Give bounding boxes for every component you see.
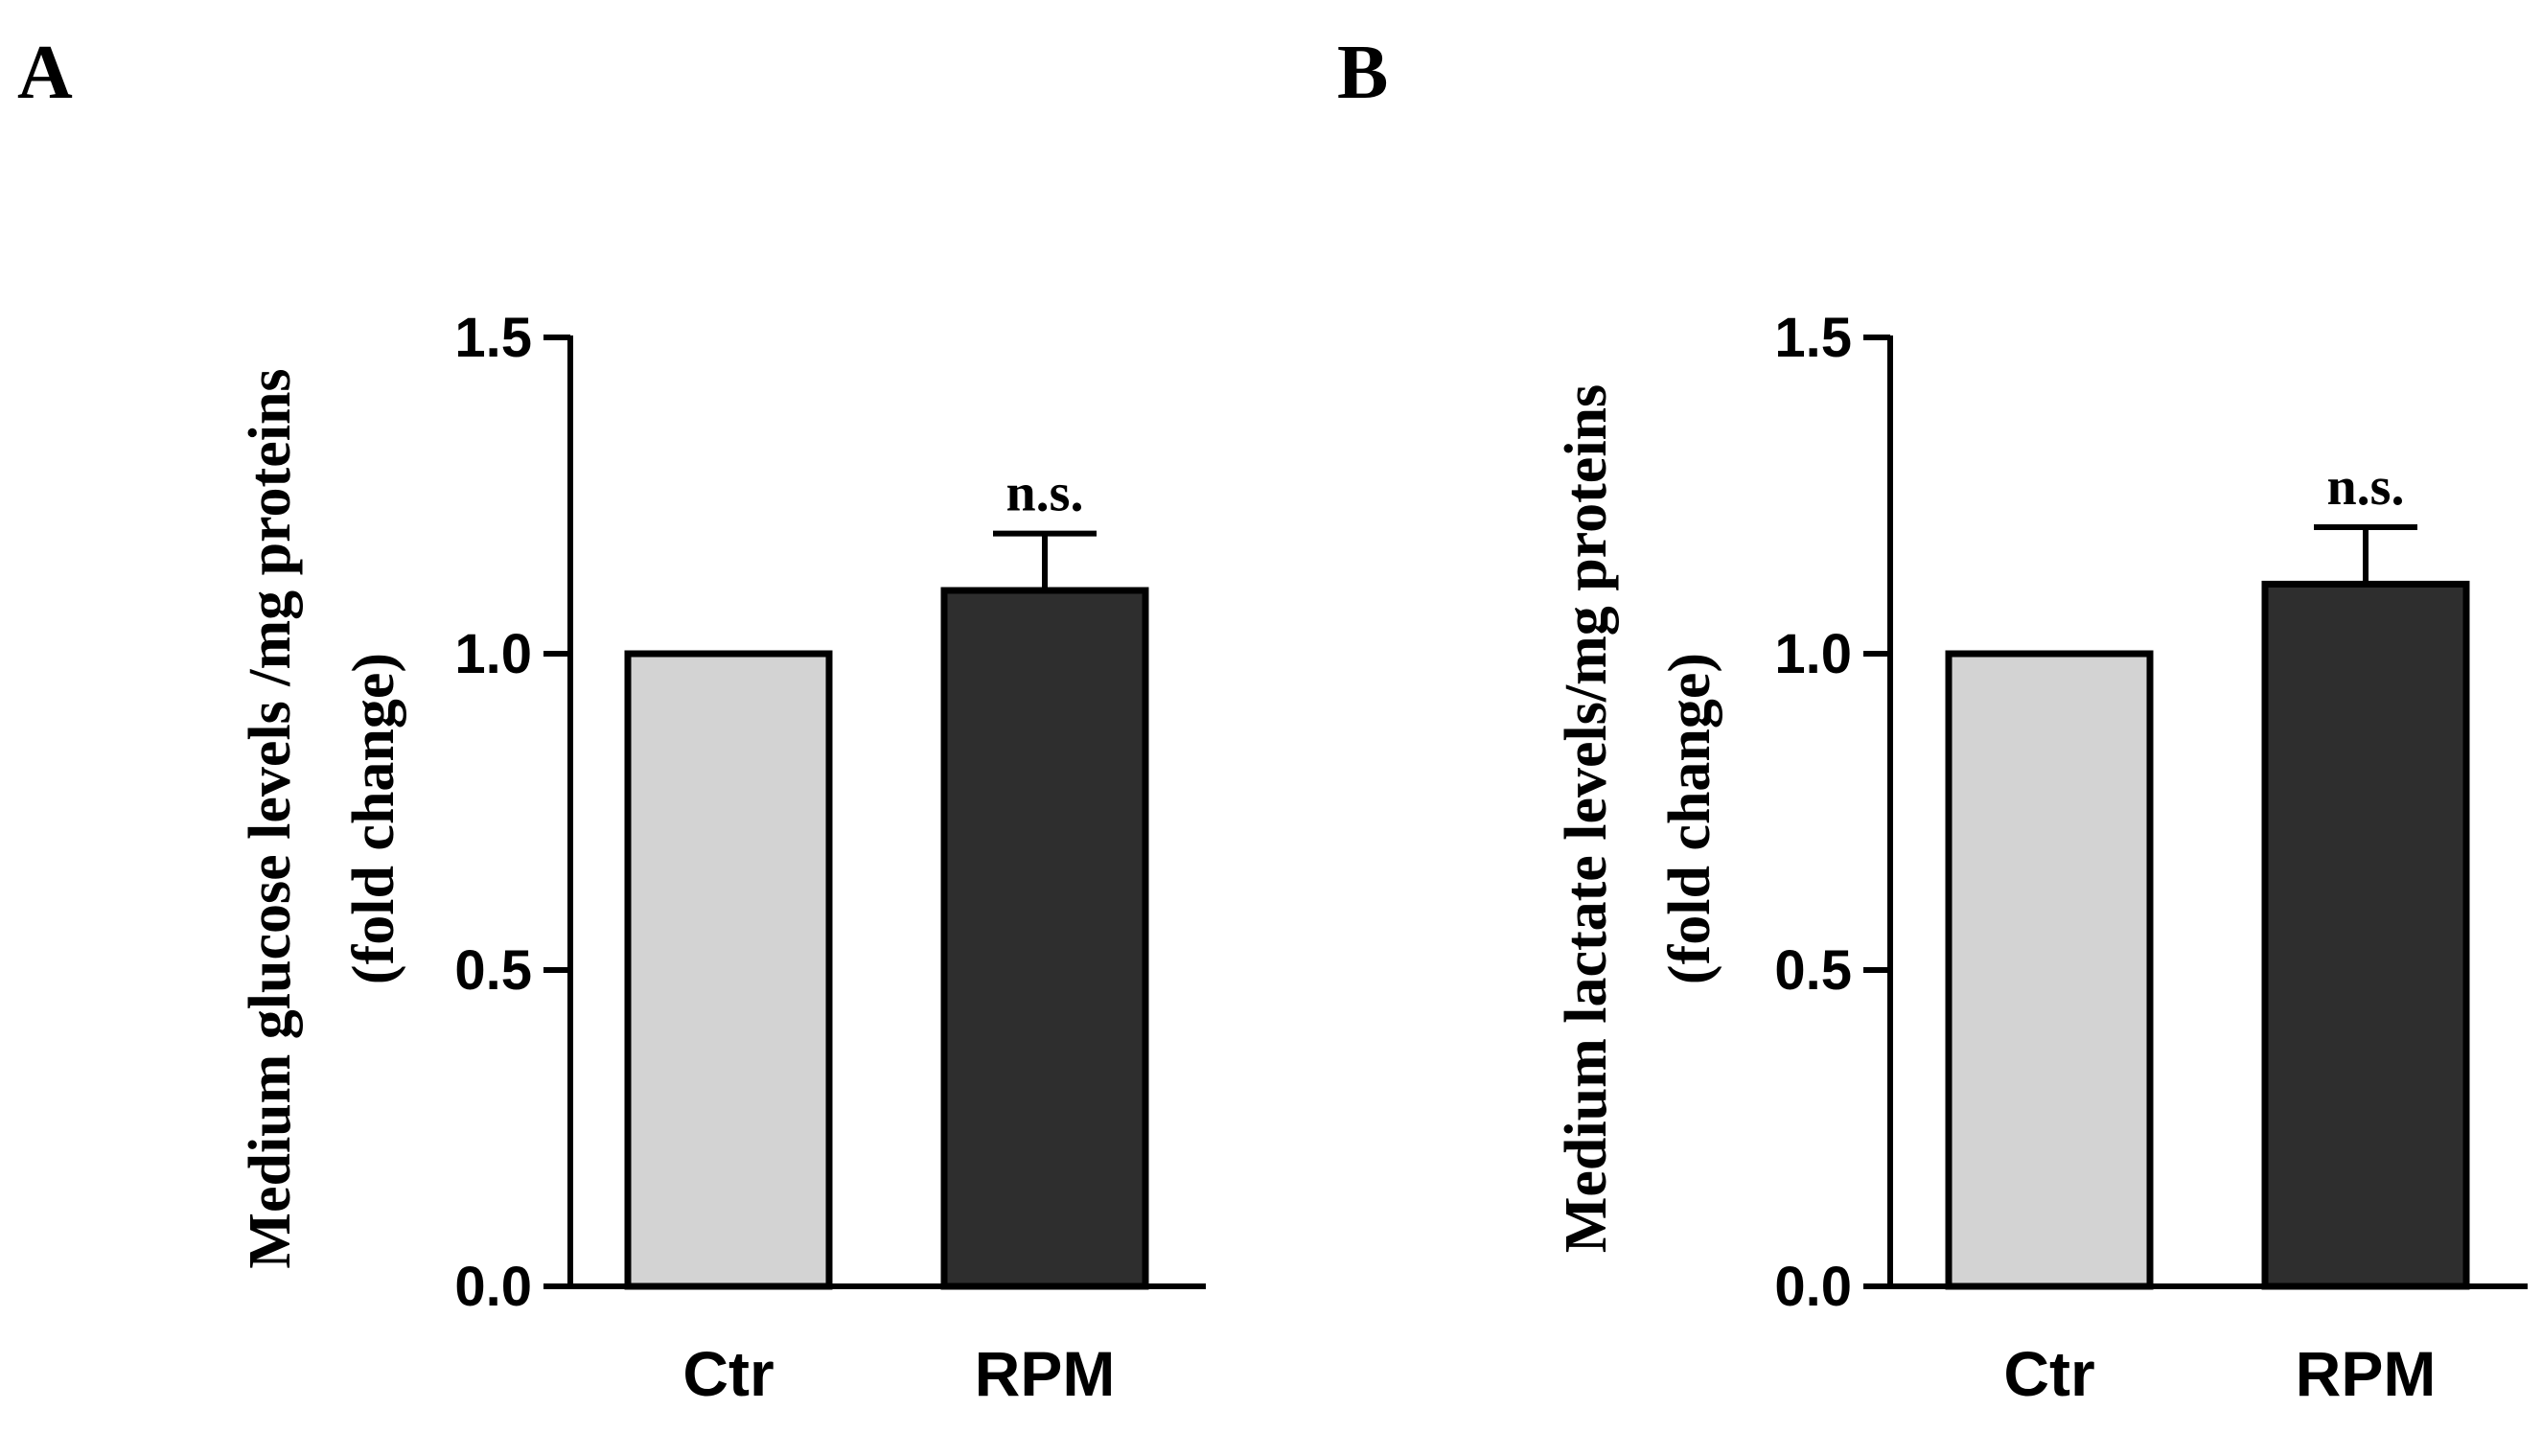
y-axis-label-a-line2: (fold change)	[341, 653, 406, 984]
y-tick-label-a: 1.5	[454, 307, 532, 369]
y-tick-label-a: 0.0	[454, 1256, 532, 1318]
panel-a: A Medium glucose levels /mg proteins (fo…	[17, 31, 1206, 1409]
panel-b: B Medium lactate levels/mg proteins (fol…	[1337, 31, 2528, 1409]
x-category-label-a: RPM	[975, 1338, 1116, 1409]
y-tick-label-a: 0.5	[454, 939, 532, 1002]
bar-b-ctr	[1945, 650, 2154, 1290]
bar-a-rpm	[940, 587, 1149, 1290]
error-bars-a: n.s.	[993, 464, 1097, 590]
significance-annotation-b: n.s.	[2327, 457, 2405, 517]
x-category-label-b: RPM	[2296, 1338, 2437, 1409]
bars-b	[1945, 580, 2470, 1290]
y-tick-label-b: 1.0	[1774, 623, 1852, 685]
y-ticks-b: 0.0 0.5 1.0 1.5	[1774, 307, 1890, 1318]
y-axis-label-b-line2: (fold change)	[1657, 653, 1722, 984]
x-categories-b: Ctr RPM	[2003, 1338, 2436, 1409]
y-tick-label-b: 0.0	[1774, 1256, 1852, 1318]
y-axis-label-b-line1: Medium lactate levels/mg proteins	[1554, 384, 1619, 1253]
x-category-label-a: Ctr	[682, 1338, 774, 1409]
y-tick-label-b: 1.5	[1774, 307, 1852, 369]
panel-letter-b: B	[1337, 31, 1388, 115]
bar-b-rpm	[2261, 580, 2470, 1290]
x-category-label-b: Ctr	[2003, 1338, 2094, 1409]
significance-annotation-a: n.s.	[1006, 464, 1084, 523]
x-categories-a: Ctr RPM	[682, 1338, 1115, 1409]
panel-letter-a: A	[17, 31, 73, 115]
y-tick-label-a: 1.0	[454, 623, 532, 685]
y-axis-label-a-line1: Medium glucose levels /mg proteins	[238, 368, 303, 1268]
y-tick-label-b: 0.5	[1774, 939, 1852, 1002]
error-bars-b: n.s.	[2314, 457, 2417, 585]
bars-a	[624, 587, 1149, 1290]
bar-a-ctr	[624, 650, 833, 1290]
y-ticks-a: 0.0 0.5 1.0 1.5	[454, 307, 570, 1318]
